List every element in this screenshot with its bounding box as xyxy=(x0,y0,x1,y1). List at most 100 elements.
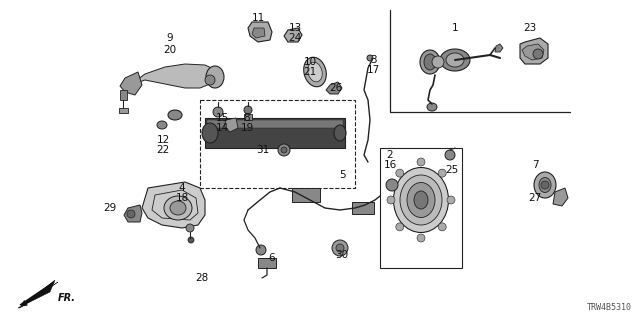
Text: 30: 30 xyxy=(335,250,349,260)
Ellipse shape xyxy=(168,110,182,120)
Bar xyxy=(205,118,345,148)
Ellipse shape xyxy=(400,175,442,225)
Text: 18: 18 xyxy=(175,193,189,203)
Ellipse shape xyxy=(414,191,428,209)
Ellipse shape xyxy=(424,54,436,70)
Text: 10: 10 xyxy=(303,57,317,67)
Text: 12: 12 xyxy=(156,135,170,145)
Ellipse shape xyxy=(539,178,551,193)
Ellipse shape xyxy=(206,66,224,88)
Text: 8: 8 xyxy=(244,113,250,123)
Polygon shape xyxy=(520,38,548,64)
Circle shape xyxy=(188,237,194,243)
Ellipse shape xyxy=(304,57,326,87)
Polygon shape xyxy=(326,82,342,94)
Circle shape xyxy=(533,49,543,59)
Bar xyxy=(207,120,343,128)
Circle shape xyxy=(127,210,135,218)
Ellipse shape xyxy=(164,196,192,220)
Circle shape xyxy=(213,107,223,117)
Polygon shape xyxy=(248,22,272,42)
Text: 15: 15 xyxy=(216,113,228,123)
Text: 4: 4 xyxy=(179,183,186,193)
Circle shape xyxy=(417,234,425,242)
Text: 31: 31 xyxy=(257,145,269,155)
Text: 14: 14 xyxy=(216,123,228,133)
Text: 5: 5 xyxy=(339,170,346,180)
Text: 7: 7 xyxy=(532,160,538,170)
Circle shape xyxy=(432,56,444,68)
Text: 17: 17 xyxy=(366,65,380,75)
Polygon shape xyxy=(553,188,568,206)
Text: 23: 23 xyxy=(524,23,536,33)
Text: 16: 16 xyxy=(383,160,397,170)
Circle shape xyxy=(278,144,290,156)
Ellipse shape xyxy=(157,121,167,129)
Ellipse shape xyxy=(427,103,437,111)
Polygon shape xyxy=(495,44,503,52)
Circle shape xyxy=(386,179,398,191)
Text: 29: 29 xyxy=(104,203,116,213)
Circle shape xyxy=(445,150,455,160)
Text: 19: 19 xyxy=(241,123,253,133)
Circle shape xyxy=(336,244,344,252)
Ellipse shape xyxy=(420,50,440,74)
Bar xyxy=(380,148,462,268)
Text: 6: 6 xyxy=(269,253,275,263)
Polygon shape xyxy=(22,280,55,306)
Bar xyxy=(292,188,320,202)
Text: 26: 26 xyxy=(330,83,342,93)
Ellipse shape xyxy=(407,182,435,218)
Polygon shape xyxy=(224,118,238,132)
Circle shape xyxy=(396,169,404,177)
Circle shape xyxy=(281,147,287,153)
Circle shape xyxy=(541,181,549,189)
Circle shape xyxy=(244,106,252,114)
Polygon shape xyxy=(119,108,128,113)
Ellipse shape xyxy=(446,53,464,67)
Polygon shape xyxy=(124,205,142,222)
Circle shape xyxy=(367,55,373,61)
Text: 3: 3 xyxy=(370,55,376,65)
Bar xyxy=(258,258,276,268)
Text: 28: 28 xyxy=(195,273,209,283)
Text: 20: 20 xyxy=(163,45,177,55)
Text: 2: 2 xyxy=(387,150,394,160)
Circle shape xyxy=(447,196,455,204)
Ellipse shape xyxy=(334,125,346,141)
Text: 25: 25 xyxy=(445,165,459,175)
Ellipse shape xyxy=(394,167,449,233)
Polygon shape xyxy=(142,182,205,228)
Text: FR.: FR. xyxy=(58,293,76,303)
Circle shape xyxy=(205,75,215,85)
Polygon shape xyxy=(130,64,220,88)
Polygon shape xyxy=(244,114,252,120)
Circle shape xyxy=(396,223,404,231)
Polygon shape xyxy=(284,28,302,42)
Ellipse shape xyxy=(308,62,322,82)
Bar xyxy=(200,100,355,188)
Text: 9: 9 xyxy=(166,33,173,43)
Text: 24: 24 xyxy=(289,33,301,43)
Ellipse shape xyxy=(202,123,218,143)
Polygon shape xyxy=(252,28,265,38)
Text: 11: 11 xyxy=(252,13,264,23)
Ellipse shape xyxy=(170,201,186,215)
Bar xyxy=(352,202,374,214)
Ellipse shape xyxy=(440,49,470,71)
Circle shape xyxy=(332,240,348,256)
Ellipse shape xyxy=(534,172,556,198)
Circle shape xyxy=(438,223,446,231)
Polygon shape xyxy=(120,90,127,100)
Polygon shape xyxy=(18,282,58,308)
Text: TRW4B5310: TRW4B5310 xyxy=(587,303,632,312)
Circle shape xyxy=(256,245,266,255)
Circle shape xyxy=(417,158,425,166)
Polygon shape xyxy=(20,282,54,305)
Circle shape xyxy=(438,169,446,177)
Text: 27: 27 xyxy=(529,193,541,203)
Text: 21: 21 xyxy=(303,67,317,77)
Circle shape xyxy=(186,224,194,232)
Circle shape xyxy=(387,196,395,204)
Text: 13: 13 xyxy=(289,23,301,33)
